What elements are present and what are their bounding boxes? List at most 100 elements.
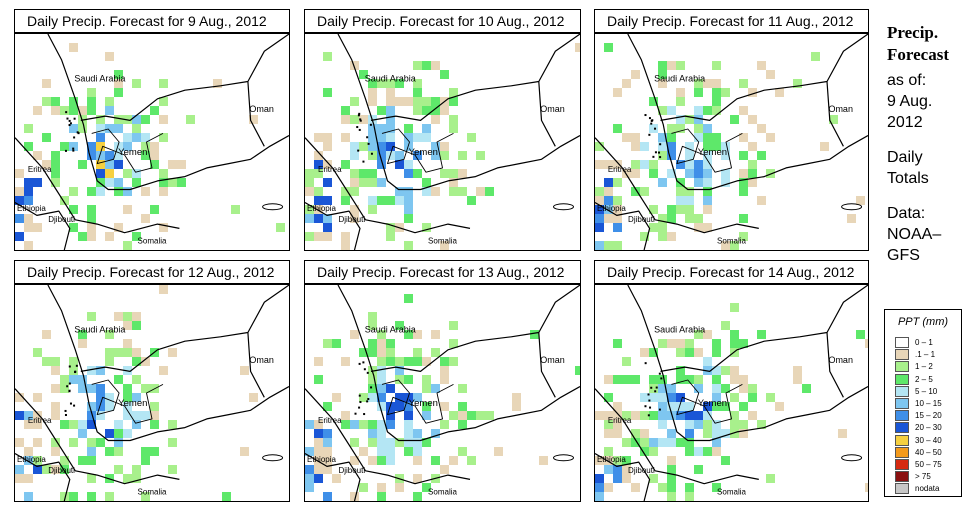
precip-cell	[141, 357, 150, 366]
precip-cell	[341, 106, 350, 115]
precip-cell	[377, 438, 386, 447]
precip-cell	[42, 357, 51, 366]
precip-cell	[114, 124, 123, 133]
precip-cell	[240, 447, 249, 456]
precip-cell	[222, 492, 231, 501]
legend-swatch	[895, 471, 909, 483]
precip-cell	[422, 384, 431, 393]
precip-cell	[613, 214, 622, 223]
precip-cell	[368, 348, 377, 357]
precip-cell	[595, 456, 604, 465]
precip-cell	[685, 196, 694, 205]
precip-cell	[33, 106, 42, 115]
precip-cell	[631, 411, 640, 420]
precip-cell	[748, 88, 757, 97]
precip-cell	[323, 214, 332, 223]
legend-swatch	[895, 483, 909, 495]
precip-cell	[658, 384, 667, 393]
legend-swatch	[895, 410, 909, 422]
precip-cell	[132, 312, 141, 321]
precip-cell	[604, 214, 613, 223]
precip-cell	[341, 420, 350, 429]
precip-cell	[377, 339, 386, 348]
precip-cell	[60, 492, 69, 501]
asof-line3: 2012	[887, 114, 923, 131]
precip-cell	[60, 142, 69, 151]
precip-cell	[87, 214, 96, 223]
precip-cell	[530, 330, 539, 339]
precip-cell	[87, 223, 96, 232]
legend-swatch	[895, 361, 909, 373]
precip-cell	[114, 447, 123, 456]
precip-cell	[404, 196, 413, 205]
precip-cell	[748, 142, 757, 151]
precip-cell	[712, 79, 721, 88]
yemen-border	[660, 34, 868, 122]
precip-cell	[739, 420, 748, 429]
precip-cell	[667, 169, 676, 178]
precip-cell	[78, 375, 87, 384]
precip-cell	[323, 492, 332, 501]
precip-cell	[168, 160, 177, 169]
precip-cell	[132, 178, 141, 187]
precip-cell	[757, 420, 766, 429]
precip-cell	[622, 438, 631, 447]
precip-cell	[685, 420, 694, 429]
precip-cell	[141, 456, 150, 465]
precip-cell	[69, 106, 78, 115]
precip-cell	[386, 420, 395, 429]
precip-cell	[15, 169, 24, 178]
precip-cell	[159, 285, 168, 294]
precip-cell	[685, 402, 694, 411]
precip-cell	[159, 133, 168, 142]
precip-cell	[676, 402, 685, 411]
label-somalia: Somalia	[138, 488, 167, 497]
precip-cell	[667, 384, 676, 393]
precip-cell	[368, 196, 377, 205]
precip-cell	[856, 196, 865, 205]
precip-cell	[114, 151, 123, 160]
precip-cell	[114, 375, 123, 384]
precip-cell	[359, 393, 368, 402]
precip-cell	[712, 61, 721, 70]
precip-cell	[404, 241, 413, 250]
label-ethiopia: Ethiopia	[597, 455, 626, 464]
red-sea-islands	[644, 114, 662, 159]
province-lines	[381, 128, 454, 173]
precip-cell	[114, 312, 123, 321]
precip-cell	[141, 115, 150, 124]
legend: PPT (mm) 0 – 1 .1 – 1 1 – 2 2 – 5 5 – 10 10 –…	[884, 309, 962, 497]
precip-cell	[305, 232, 314, 241]
precip-cell	[359, 420, 368, 429]
precip-cell	[15, 438, 24, 447]
precip-cell	[377, 447, 386, 456]
precip-cell	[703, 402, 712, 411]
precip-cell	[377, 106, 386, 115]
precip-cell	[676, 115, 685, 124]
precip-cell	[739, 384, 748, 393]
legend-label: 30 – 40	[915, 435, 942, 445]
precip-cell	[449, 124, 458, 133]
precip-cell	[703, 124, 712, 133]
precip-cell	[359, 115, 368, 124]
precip-cell	[739, 151, 748, 160]
precip-cell	[132, 465, 141, 474]
precip-cell	[368, 124, 377, 133]
precip-cell	[33, 420, 42, 429]
precip-cell	[604, 447, 613, 456]
asof-line2: 9 Aug.	[887, 93, 933, 110]
precip-cell	[141, 187, 150, 196]
precip-cell	[96, 393, 105, 402]
province-lines	[671, 128, 743, 173]
precip-cell	[494, 447, 503, 456]
precip-cell	[667, 402, 676, 411]
oman-border	[538, 81, 556, 147]
precip-cell	[658, 151, 667, 160]
precip-cell	[395, 357, 404, 366]
precip-cells	[15, 285, 258, 501]
precip-cell	[667, 483, 676, 492]
precip-cell	[766, 393, 775, 402]
precip-cell	[78, 232, 87, 241]
precip-cell	[658, 438, 667, 447]
precip-cell	[667, 232, 676, 241]
